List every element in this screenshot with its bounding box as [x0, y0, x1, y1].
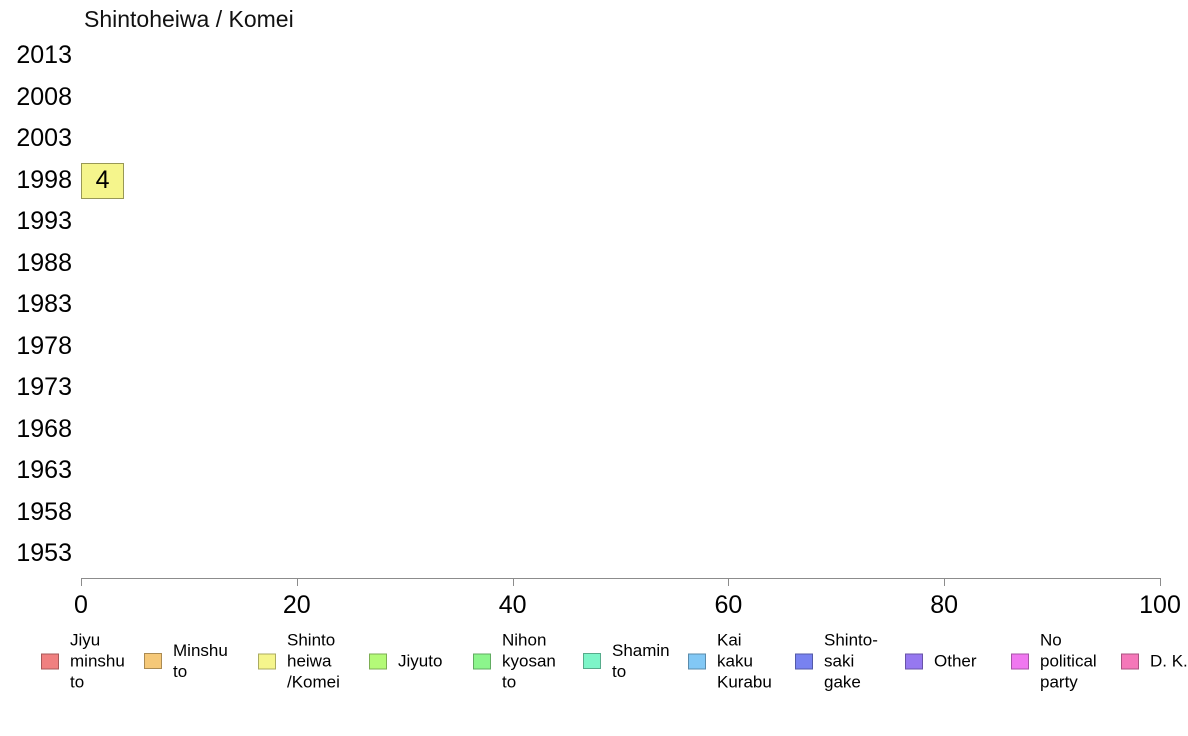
legend-label: Jiyu minshu to — [70, 630, 125, 692]
legend-swatch — [795, 653, 813, 669]
legend-swatch — [258, 653, 276, 669]
legend-item: No political party — [1011, 630, 1097, 693]
legend-swatch — [1121, 653, 1139, 669]
x-axis-tick-label: 20 — [282, 591, 311, 619]
y-axis-label: 1973 — [16, 373, 72, 402]
legend-swatch — [144, 653, 162, 669]
legend-swatch — [905, 653, 923, 669]
legend-item: Nihon kyosan to — [473, 630, 556, 693]
legend-swatch — [369, 653, 387, 669]
y-axis-label: 1993 — [16, 207, 72, 236]
x-axis-tick-label: 40 — [498, 591, 527, 619]
legend-swatch — [473, 653, 491, 669]
y-axis-label: 1968 — [16, 414, 72, 443]
x-axis-tick-label: 100 — [1139, 591, 1181, 619]
x-axis-tick-label: 0 — [74, 591, 88, 619]
x-axis-line — [81, 578, 1161, 579]
x-axis-tick — [296, 578, 298, 586]
legend-label: Nihon kyosan to — [502, 630, 556, 692]
legend-label: Shinto-saki gake — [824, 630, 878, 692]
legend-item: Shamin to — [583, 640, 670, 682]
legend-item: Jiyuto — [369, 651, 442, 672]
x-axis-tick — [81, 578, 82, 586]
x-axis-tick-label: 60 — [714, 591, 743, 619]
legend-item: Shinto-saki gake — [795, 630, 878, 693]
legend-item: Kai kaku Kurabu — [688, 630, 772, 693]
y-axis-label: 2003 — [16, 124, 72, 153]
legend-label: Minshu to — [173, 641, 228, 681]
legend-item: Minshu to — [144, 640, 228, 682]
x-axis-tick — [728, 578, 730, 586]
y-axis-label: 2013 — [16, 41, 72, 70]
y-axis-label: 1988 — [16, 248, 72, 277]
legend-label: Shinto heiwa/Komei — [287, 630, 340, 692]
legend-label: Shamin to — [612, 641, 670, 681]
legend-label: Jiyuto — [398, 651, 443, 671]
y-axis-label: 1983 — [16, 290, 72, 319]
legend-swatch — [1011, 653, 1029, 669]
y-axis-label: 2008 — [16, 82, 72, 111]
legend-item: D. K. — [1121, 651, 1188, 672]
legend-swatch — [583, 653, 601, 669]
legend-swatch — [688, 653, 706, 669]
legend-label: No political party — [1040, 630, 1097, 692]
y-axis-label: 1963 — [16, 456, 72, 485]
bar-value-label: 4 — [95, 166, 110, 194]
y-axis-label: 1998 — [16, 165, 72, 194]
x-axis-tick — [1160, 578, 1161, 586]
legend-item: Shinto heiwa/Komei — [258, 630, 340, 693]
y-axis-label: 1978 — [16, 331, 72, 360]
legend-swatch — [41, 653, 59, 669]
x-axis-tick-label: 80 — [930, 591, 959, 619]
y-axis-label: 1958 — [16, 497, 72, 526]
legend-label: Kai kaku Kurabu — [717, 630, 772, 692]
chart-title: Shintoheiwa / Komei — [84, 6, 294, 32]
x-axis-tick — [512, 578, 514, 586]
y-axis-label: 1953 — [16, 539, 72, 568]
legend-label: D. K. — [1150, 651, 1188, 671]
legend-item: Other — [905, 651, 977, 672]
bar: 4 — [81, 162, 125, 199]
legend-item: Jiyu minshu to — [41, 630, 125, 693]
x-axis-tick — [944, 578, 946, 586]
legend-label: Other — [934, 651, 977, 671]
